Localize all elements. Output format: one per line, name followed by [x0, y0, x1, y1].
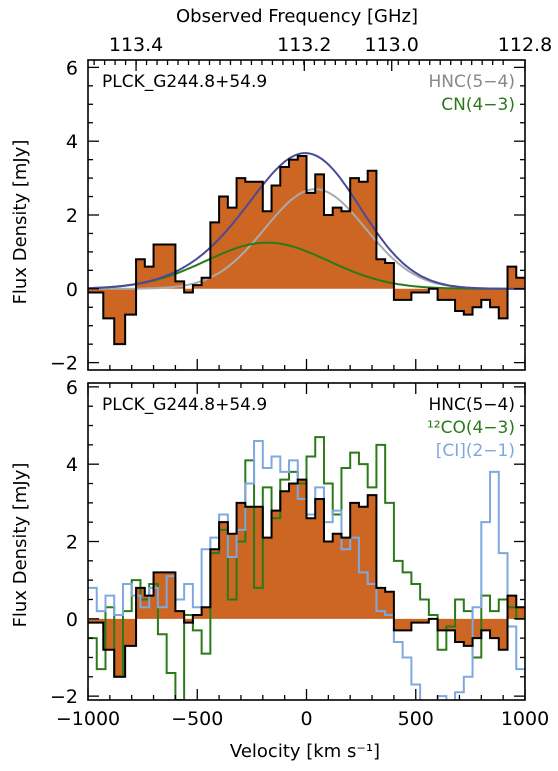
y-axis-title-top: Flux Density [mJy] — [10, 140, 31, 305]
y-tick-label: 4 — [66, 131, 78, 153]
legend-entry: [CI](2−1) — [436, 441, 515, 461]
top-panel: 113.4 113.2 113.0 112.8 −2 0 2 4 6 PLCK_G244.8+54… — [50, 34, 552, 375]
spectrum-outline — [88, 478, 525, 678]
x-tick-label: 0 — [300, 708, 312, 730]
bottom-panel: −1000 −500 0 500 1000 −2 0 2 4 6 PLCK_G244.8+54.9 H… — [50, 377, 549, 730]
legend-entry: ¹²CO(4−3) — [427, 418, 515, 438]
x-tick-label: 500 — [398, 708, 434, 730]
top-tick-label: 113.4 — [109, 34, 163, 56]
source-label: PLCK_G244.8+54.9 — [102, 72, 267, 92]
source-label: PLCK_G244.8+54.9 — [102, 395, 267, 415]
top-tick-label: 113.2 — [277, 34, 331, 56]
y-tick-label: −2 — [50, 686, 78, 708]
y-tick-label: 6 — [66, 377, 78, 399]
top-tick-label: 112.8 — [498, 34, 552, 56]
top-tick-label: 113.0 — [365, 34, 419, 56]
top-axis-title: Observed Frequency [GHz] — [176, 6, 418, 27]
x-axis-title: Velocity [km s⁻¹] — [230, 741, 380, 762]
spectrum-fill — [88, 479, 525, 677]
y-axis-title-bottom: Flux Density [mJy] — [10, 463, 31, 628]
x-tick-label: −500 — [171, 708, 223, 730]
y-tick-label: 0 — [66, 279, 78, 301]
y-tick-label: −2 — [50, 353, 78, 375]
y-tick-label: 2 — [66, 205, 78, 227]
x-tick-label: −1000 — [56, 708, 120, 730]
y-tick-label: 6 — [66, 57, 78, 79]
spectrum-fill — [88, 155, 525, 345]
y-tick-label: 2 — [66, 532, 78, 554]
spectrum-outline — [88, 154, 525, 346]
plot-area — [88, 152, 525, 346]
y-tick-label: 0 — [66, 609, 78, 631]
model-sum-curve — [88, 152, 525, 290]
legend-entry: HNC(5−4) — [428, 395, 515, 415]
plot-area — [88, 436, 525, 700]
x-tick-label: 1000 — [501, 708, 549, 730]
series-line-0 — [88, 436, 525, 700]
legend-entry: CN(4−3) — [441, 95, 515, 115]
legend-entry: HNC(5−4) — [428, 72, 515, 92]
y-tick-label: 4 — [66, 454, 78, 476]
